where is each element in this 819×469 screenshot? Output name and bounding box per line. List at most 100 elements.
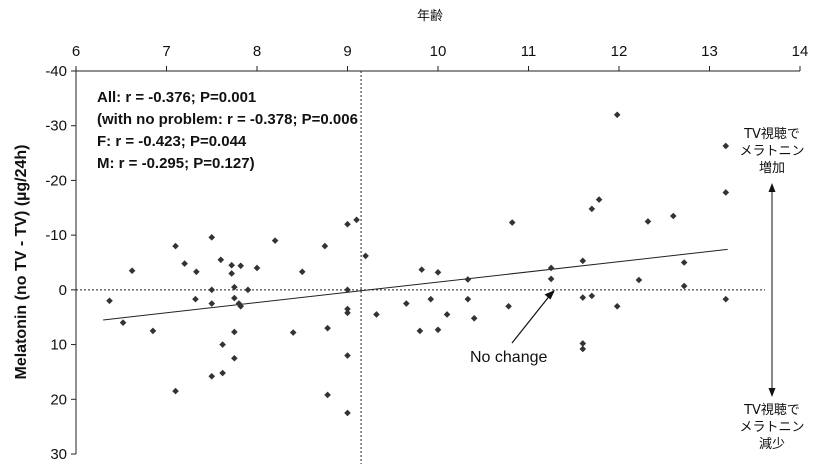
- x-tick-label: 13: [701, 43, 718, 60]
- y-tick-label: -40: [45, 63, 67, 80]
- data-point: [403, 300, 410, 307]
- data-point: [670, 212, 677, 220]
- y-tick-label: 0: [59, 282, 67, 299]
- x-tick-label: 11: [521, 43, 537, 60]
- data-point: [253, 264, 261, 272]
- stat-no-problem: (with no problem: r = -0.378; P=0.006: [97, 111, 358, 128]
- data-point: [298, 268, 306, 276]
- y-tick-label: -30: [45, 118, 67, 135]
- data-point: [344, 220, 351, 228]
- y-tick-label: 30: [50, 446, 67, 463]
- data-point: [231, 294, 238, 302]
- data-point: [434, 269, 442, 276]
- data-point: [344, 305, 351, 313]
- data-point: [289, 329, 297, 336]
- data-point: [547, 275, 555, 283]
- data-point: [680, 282, 688, 290]
- tick-labels: 6 7 8 9 10 11 12 13 14 -40 -30 -20 -10 0 10 20 30: [45, 43, 808, 463]
- y-axis-title: Melatonin (no TV - TV) (µg/24h): [13, 145, 30, 380]
- data-point: [353, 216, 360, 224]
- arrow-up-head: [768, 183, 776, 192]
- x-tick-label: 8: [253, 43, 261, 60]
- data-point: [595, 196, 603, 203]
- data-point: [244, 286, 252, 294]
- data-point: [579, 257, 587, 265]
- data-point: [418, 266, 426, 273]
- data-point: [613, 111, 621, 119]
- data-point: [470, 315, 478, 322]
- data-point: [588, 205, 596, 213]
- x-tick-label: 12: [611, 43, 628, 60]
- data-point: [231, 283, 238, 291]
- data-point: [181, 260, 188, 267]
- x-tick-label: 9: [343, 43, 351, 60]
- data-point: [321, 242, 329, 250]
- data-point: [508, 219, 516, 226]
- data-point: [172, 387, 179, 395]
- data-point: [635, 276, 643, 284]
- stat-female: F: r = -0.423; P=0.044: [97, 133, 247, 150]
- data-point: [362, 252, 369, 260]
- data-point: [324, 324, 331, 332]
- data-point: [344, 286, 351, 294]
- side-note-decrease-line3: 減少: [759, 436, 785, 452]
- data-point: [344, 409, 351, 417]
- data-point: [373, 311, 380, 318]
- data-point: [464, 276, 472, 283]
- data-point: [128, 267, 136, 275]
- data-point: [106, 297, 113, 305]
- data-point: [217, 256, 225, 264]
- side-note-increase-line2: メラトニン: [739, 144, 804, 159]
- x-tick-label: 6: [72, 43, 80, 60]
- data-points: [106, 111, 730, 417]
- data-point: [613, 302, 621, 310]
- data-point: [427, 295, 435, 303]
- data-point: [271, 237, 279, 244]
- data-point: [722, 295, 730, 303]
- data-point: [235, 300, 243, 307]
- data-point: [644, 218, 652, 225]
- data-point: [722, 142, 730, 150]
- side-note-decrease-line2: メラトニン: [739, 420, 804, 435]
- no-change-arrowhead: [544, 290, 555, 300]
- data-point: [505, 302, 512, 310]
- data-point: [119, 319, 127, 326]
- data-point: [228, 261, 235, 269]
- data-point: [219, 369, 226, 377]
- data-point: [172, 242, 179, 250]
- data-point: [547, 264, 555, 272]
- data-point: [208, 286, 216, 294]
- data-point: [579, 294, 587, 301]
- stat-male: M: r = -0.295; P=0.127): [97, 155, 255, 172]
- side-note-increase: TV視聴で メラトニン 増加: [739, 127, 804, 176]
- y-tick-label: 10: [50, 337, 67, 354]
- arrow-down-head: [768, 388, 776, 397]
- data-point: [324, 391, 331, 399]
- data-point: [208, 234, 216, 241]
- no-change-callout: No change: [470, 290, 555, 366]
- direction-arrow: [768, 183, 776, 397]
- data-point: [228, 270, 235, 277]
- data-point: [344, 309, 351, 317]
- data-point: [680, 259, 688, 266]
- data-point: [193, 268, 200, 276]
- data-point: [237, 302, 245, 310]
- data-point: [219, 341, 226, 348]
- x-tick-label: 7: [162, 43, 170, 60]
- data-point: [192, 295, 199, 303]
- stats-block: All: r = -0.376; P=0.001 (with no proble…: [97, 89, 358, 172]
- data-point: [237, 262, 245, 270]
- no-change-pointer: [511, 293, 552, 344]
- data-point: [149, 327, 157, 335]
- x-axis-title: 年齢: [417, 9, 443, 24]
- y-tick-label: -20: [45, 172, 67, 189]
- data-point: [231, 354, 238, 362]
- data-point: [579, 345, 587, 353]
- data-point: [464, 295, 472, 303]
- stat-all: All: r = -0.376; P=0.001: [97, 89, 256, 106]
- data-point: [416, 327, 424, 335]
- no-change-label: No change: [470, 349, 547, 366]
- data-point: [579, 340, 587, 347]
- side-note-increase-line1: TV視聴で: [743, 127, 800, 142]
